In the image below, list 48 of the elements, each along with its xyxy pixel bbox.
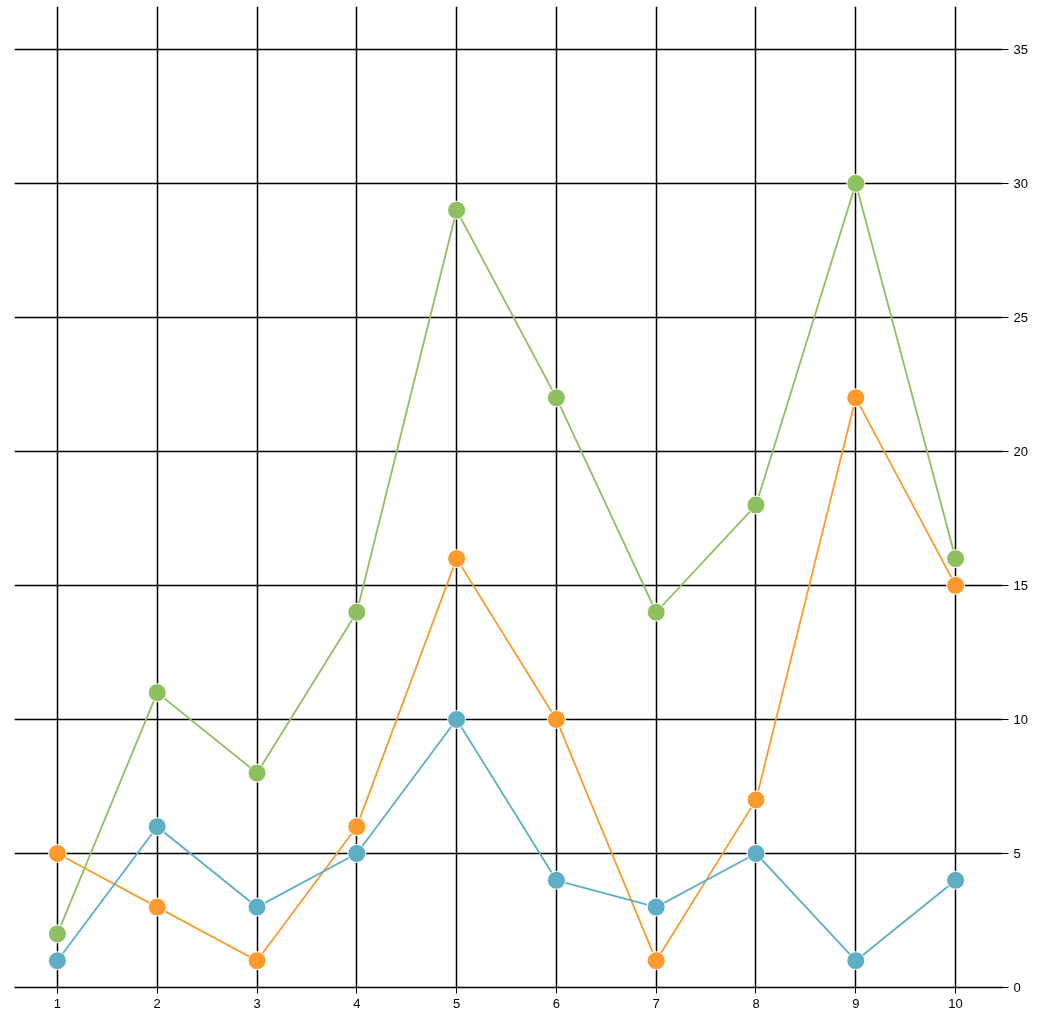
point	[546, 388, 566, 408]
x-tick-label: 8	[752, 995, 760, 1011]
point	[347, 602, 367, 622]
y-tick-label: 25	[1013, 309, 1028, 325]
point	[247, 897, 267, 917]
point	[746, 495, 766, 515]
point	[846, 951, 866, 971]
x-tick-label: 10	[948, 995, 963, 1011]
x-tick-label: 5	[452, 995, 461, 1011]
point	[147, 683, 167, 703]
x-tick-label: 2	[153, 995, 161, 1011]
point	[546, 709, 566, 729]
y-tick-label: 15	[1013, 577, 1028, 593]
y-tick-label: 5	[1013, 845, 1021, 861]
y-tick-label: 20	[1013, 443, 1028, 459]
x-tick-label: 1	[53, 995, 62, 1011]
point	[347, 817, 367, 837]
y-tick-label: 0	[1013, 980, 1021, 995]
point	[746, 844, 766, 863]
point	[47, 844, 67, 863]
point	[946, 575, 966, 595]
point	[746, 790, 766, 810]
x-tick-label: 3	[253, 995, 261, 1011]
point	[846, 388, 866, 408]
y-tick-label: 10	[1013, 711, 1028, 727]
point	[47, 951, 67, 971]
x-tick-label: 9	[852, 995, 860, 1011]
x-tick-label: 7	[652, 995, 660, 1011]
y-tick-label: 30	[1013, 175, 1028, 191]
point	[546, 870, 566, 890]
point	[946, 549, 966, 569]
point	[247, 763, 267, 783]
point	[646, 602, 666, 622]
point	[646, 951, 666, 971]
x-tick-label: 6	[552, 995, 561, 1011]
point	[447, 549, 467, 569]
y-tick-label: 35	[1013, 41, 1028, 57]
point	[946, 870, 966, 890]
x-tick-label: 4	[353, 995, 361, 1011]
point	[447, 200, 467, 220]
point	[846, 173, 866, 193]
point	[47, 924, 67, 944]
point	[646, 897, 666, 917]
point	[447, 709, 467, 729]
point	[347, 844, 367, 863]
point	[147, 897, 167, 917]
point	[247, 951, 267, 971]
point	[147, 817, 167, 837]
